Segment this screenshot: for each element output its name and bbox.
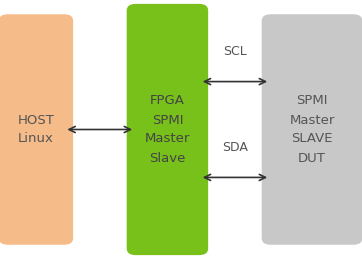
FancyBboxPatch shape: [262, 14, 362, 245]
Text: HOST
Linux: HOST Linux: [18, 113, 54, 146]
Text: SPMI
Master
SLAVE
DUT: SPMI Master SLAVE DUT: [289, 95, 335, 164]
FancyBboxPatch shape: [0, 14, 73, 245]
Text: FPGA
SPMI
Master
Slave: FPGA SPMI Master Slave: [145, 95, 190, 164]
Text: SCL: SCL: [223, 45, 247, 58]
FancyBboxPatch shape: [127, 4, 208, 255]
Text: SDA: SDA: [222, 141, 248, 154]
